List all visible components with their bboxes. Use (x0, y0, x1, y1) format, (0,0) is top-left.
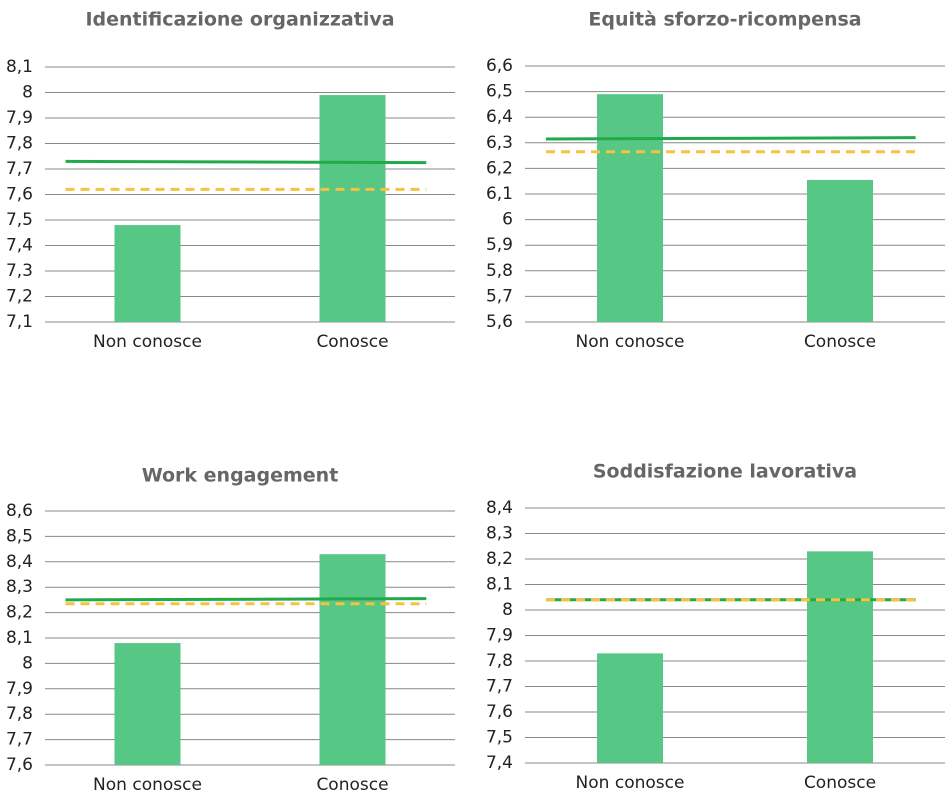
y-tick-label: 5,6 (486, 312, 513, 332)
y-tick-label: 6,2 (486, 158, 513, 178)
y-tick-label: 7,2 (6, 287, 33, 307)
y-tick-label: 7,4 (6, 236, 33, 256)
x-tick-label: Non conosce (93, 775, 202, 795)
bar (114, 643, 181, 765)
y-tick-label: 7,8 (486, 651, 513, 671)
chart-title: Soddisfazione lavorativa (593, 461, 857, 483)
y-tick-label: 5,9 (486, 235, 513, 255)
y-tick-label: 7,6 (6, 185, 33, 205)
y-tick-label: 7,9 (6, 108, 33, 128)
y-tick-label: 8 (502, 600, 513, 620)
reference-line (65, 597, 427, 602)
y-tick-label: 8,4 (486, 498, 513, 518)
y-tick-label: 7,7 (6, 159, 33, 179)
bar (319, 554, 386, 765)
x-tick-label: Conosce (316, 775, 388, 795)
chart-title: Equità sforzo-ricompensa (588, 9, 861, 31)
y-tick-label: 8,3 (6, 577, 33, 597)
y-tick-label: 8,4 (6, 552, 33, 572)
bar (597, 653, 663, 763)
y-tick-label: 7,8 (6, 704, 33, 724)
y-tick-label: 8,1 (486, 575, 513, 595)
y-tick-label: 6,4 (486, 107, 513, 127)
y-tick-label: 6,6 (486, 56, 513, 76)
y-tick-label: 7,9 (486, 626, 513, 646)
y-tick-label: 8,3 (486, 524, 513, 544)
y-tick-label: 7,7 (6, 730, 33, 750)
y-tick-label: 6,3 (486, 133, 513, 153)
y-tick-label: 8,1 (6, 57, 33, 77)
y-tick-label: 7,4 (486, 753, 513, 773)
y-tick-label: 6 (502, 210, 513, 230)
y-tick-label: 7,9 (6, 679, 33, 699)
x-tick-label: Conosce (804, 773, 876, 793)
x-tick-label: Non conosce (93, 332, 202, 352)
y-tick-label: 7,1 (6, 312, 33, 332)
y-tick-label: 8,2 (6, 603, 33, 623)
y-tick-label: 7,5 (486, 728, 513, 748)
bar (807, 179, 873, 322)
y-tick-label: 5,7 (486, 286, 513, 306)
x-tick-label: Non conosce (576, 773, 685, 793)
y-tick-label: 7,8 (6, 134, 33, 154)
reference-line (545, 136, 916, 141)
y-tick-label: 7,6 (486, 702, 513, 722)
x-tick-label: Conosce (316, 332, 388, 352)
y-tick-label: 8,6 (6, 501, 33, 521)
y-tick-label: 7,5 (6, 210, 33, 230)
y-tick-label: 8,2 (486, 549, 513, 569)
x-tick-label: Conosce (804, 332, 876, 352)
y-tick-label: 6,5 (486, 82, 513, 102)
chart-title: Work engagement (142, 465, 339, 487)
y-tick-label: 5,8 (486, 261, 513, 281)
y-tick-label: 8,5 (6, 526, 33, 546)
bar (807, 551, 873, 763)
y-tick-label: 7,7 (486, 677, 513, 697)
reference-line (65, 159, 427, 165)
y-tick-label: 8 (22, 83, 33, 103)
y-tick-label: 8 (22, 653, 33, 673)
y-tick-label: 8,1 (6, 628, 33, 648)
y-tick-label: 7,3 (6, 261, 33, 281)
bar (597, 94, 663, 322)
y-tick-label: 6,1 (486, 184, 513, 204)
chart-title: Identificazione organizzativa (85, 9, 394, 31)
bar (319, 95, 386, 322)
bar (114, 225, 181, 322)
x-tick-label: Non conosce (576, 332, 685, 352)
y-tick-label: 7,6 (6, 755, 33, 775)
